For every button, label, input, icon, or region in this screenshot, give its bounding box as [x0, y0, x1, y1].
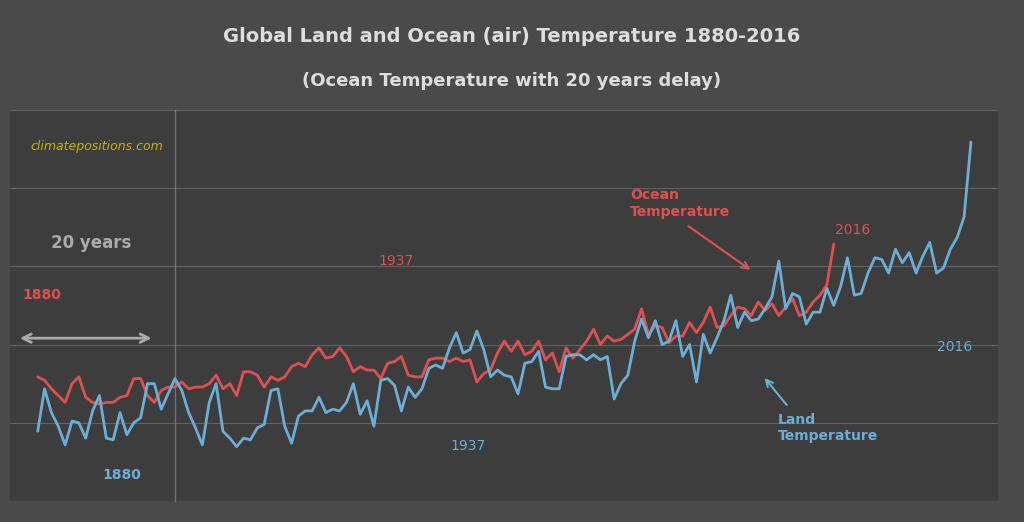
Bar: [10, 110, 998, 501]
Text: 20 years: 20 years: [51, 234, 131, 252]
Text: 1880: 1880: [23, 288, 61, 302]
Text: 1880: 1880: [102, 468, 141, 482]
Text: 2016: 2016: [937, 340, 972, 354]
Text: 2016: 2016: [835, 223, 869, 236]
Text: 1937: 1937: [379, 254, 414, 268]
FancyArrowPatch shape: [766, 380, 786, 405]
FancyArrowPatch shape: [23, 334, 148, 342]
Text: climatepositions.com: climatepositions.com: [31, 140, 164, 152]
Text: Ocean
Temperature: Ocean Temperature: [630, 188, 730, 219]
Text: (Ocean Temperature with 20 years delay): (Ocean Temperature with 20 years delay): [302, 72, 722, 90]
Text: 1937: 1937: [451, 440, 485, 453]
Text: Land
Temperature: Land Temperature: [778, 413, 879, 443]
FancyArrowPatch shape: [688, 226, 749, 268]
Text: Global Land and Ocean (air) Temperature 1880-2016: Global Land and Ocean (air) Temperature …: [223, 27, 801, 46]
